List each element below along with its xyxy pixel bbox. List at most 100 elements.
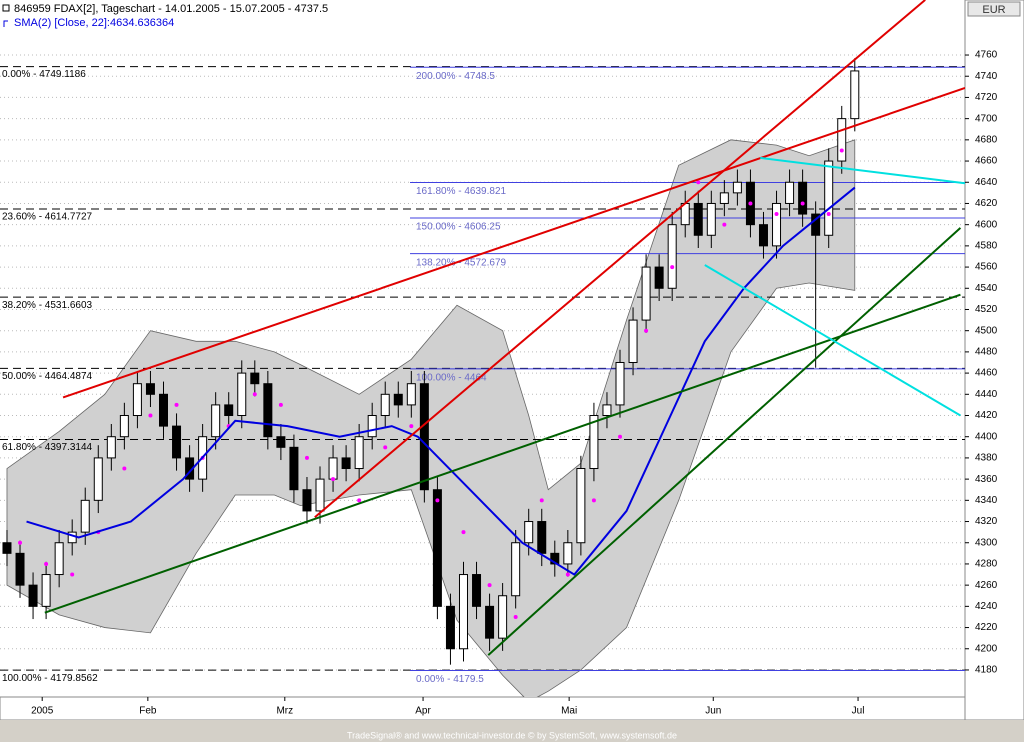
title-icon: [2, 4, 10, 12]
candle-body: [15, 552, 25, 586]
fib-label: 61.80% - 4397.3144: [2, 442, 93, 453]
sar-dot: [304, 455, 309, 460]
sar-dot: [435, 498, 440, 503]
candle-body: [589, 415, 599, 470]
x-tick-label: Feb: [139, 706, 157, 717]
y-tick-label: 4500: [975, 325, 998, 336]
candle-body: [576, 468, 586, 544]
sma-legend: SMA(2) [Close, 22]:4634.636364: [14, 17, 174, 29]
sar-dot: [383, 445, 388, 450]
fib-label: 100.00% - 4464: [416, 372, 487, 383]
candle-body: [41, 574, 51, 607]
sar-dot: [748, 201, 753, 206]
fib-label: 150.00% - 4606.25: [416, 222, 501, 233]
sar-dot: [539, 498, 544, 503]
candle-body: [80, 499, 90, 533]
sar-dot: [670, 265, 675, 270]
candle-body: [811, 213, 821, 236]
candle-body: [93, 457, 103, 501]
candle-body: [54, 542, 64, 576]
candle-body: [289, 446, 299, 491]
candle-body: [615, 361, 625, 406]
trend-line: [487, 227, 962, 656]
candle-body: [798, 181, 808, 215]
y-tick-label: 4260: [975, 580, 998, 591]
fib-label: 100.00% - 4179.8562: [2, 673, 98, 684]
y-tick-label: 4660: [975, 156, 998, 167]
candle-body: [145, 383, 155, 395]
candle-body: [772, 202, 782, 247]
y-tick-label: 4220: [975, 622, 998, 633]
y-tick-label: 4540: [975, 283, 998, 294]
sar-dot: [774, 212, 779, 217]
sar-dot: [565, 572, 570, 577]
sar-dot: [722, 222, 727, 227]
candle-body: [250, 372, 260, 385]
candle-body: [172, 425, 182, 459]
sar-dot: [696, 180, 701, 185]
fib-label: 138.20% - 4572.679: [416, 257, 507, 268]
trend-line: [760, 156, 965, 185]
candle-body: [119, 415, 129, 438]
candle-body: [693, 202, 703, 236]
y-tick-label: 4720: [975, 92, 998, 103]
fib-label: 0.00% - 4179.5: [416, 674, 484, 685]
sar-dot: [70, 572, 75, 577]
y-tick-label: 4480: [975, 347, 998, 358]
x-tick-label: 2005: [31, 706, 54, 717]
x-tick-label: Jul: [852, 706, 865, 717]
currency-box: [967, 1, 1021, 17]
y-tick-label: 4300: [975, 537, 998, 548]
candle-body: [563, 542, 573, 565]
y-tick-label: 4740: [975, 71, 998, 82]
candle-body: [302, 489, 312, 512]
candle-body: [132, 383, 142, 417]
sar-dot: [174, 402, 179, 407]
sar-dot: [800, 201, 805, 206]
candle-body: [472, 574, 482, 607]
y-axis-panel: [964, 0, 1024, 721]
candle-body: [641, 266, 651, 321]
y-tick-label: 4580: [975, 241, 998, 252]
fib-label: 50.00% - 4464.4874: [2, 371, 93, 382]
y-tick-label: 4560: [975, 262, 998, 273]
y-tick-label: 4280: [975, 559, 998, 570]
x-tick-label: Mai: [561, 706, 577, 717]
plot: 0.00% - 4749.1186 23.60% - 4614.7727 38.20…: [0, 0, 965, 697]
trend-line: [44, 293, 961, 614]
sma-icon: [3, 20, 8, 27]
sar-dot: [826, 212, 831, 217]
y-tick-label: 4360: [975, 474, 998, 485]
sar-dot: [487, 583, 492, 588]
candle-body: [393, 393, 403, 406]
candle-body: [785, 181, 795, 204]
sar-dot: [44, 561, 49, 566]
trend-line: [704, 264, 961, 417]
candle-body: [276, 436, 286, 448]
candle-body: [602, 404, 612, 417]
candle-body: [367, 415, 377, 438]
candle-body: [850, 70, 860, 120]
candle-body: [524, 521, 534, 544]
fib-label: 161.80% - 4639.821: [416, 186, 507, 197]
sar-dot: [644, 328, 649, 333]
y-tick-label: 4520: [975, 304, 998, 315]
y-tick-label: 4240: [975, 601, 998, 612]
sar-dot: [122, 466, 127, 471]
y-tick-label: 4460: [975, 368, 998, 379]
candle-body: [654, 266, 664, 289]
x-tick-label: Jun: [705, 706, 721, 717]
sar-dot: [409, 424, 414, 429]
candle-body: [458, 574, 468, 650]
sar-dot: [18, 540, 23, 545]
candle-body: [758, 224, 768, 247]
y-tick-label: 4620: [975, 198, 998, 209]
candle-body: [237, 372, 247, 417]
candle-body: [706, 202, 716, 236]
y-tick-label: 4400: [975, 431, 998, 442]
candle-body: [837, 118, 847, 162]
sar-dot: [278, 402, 283, 407]
sar-dot: [618, 434, 623, 439]
